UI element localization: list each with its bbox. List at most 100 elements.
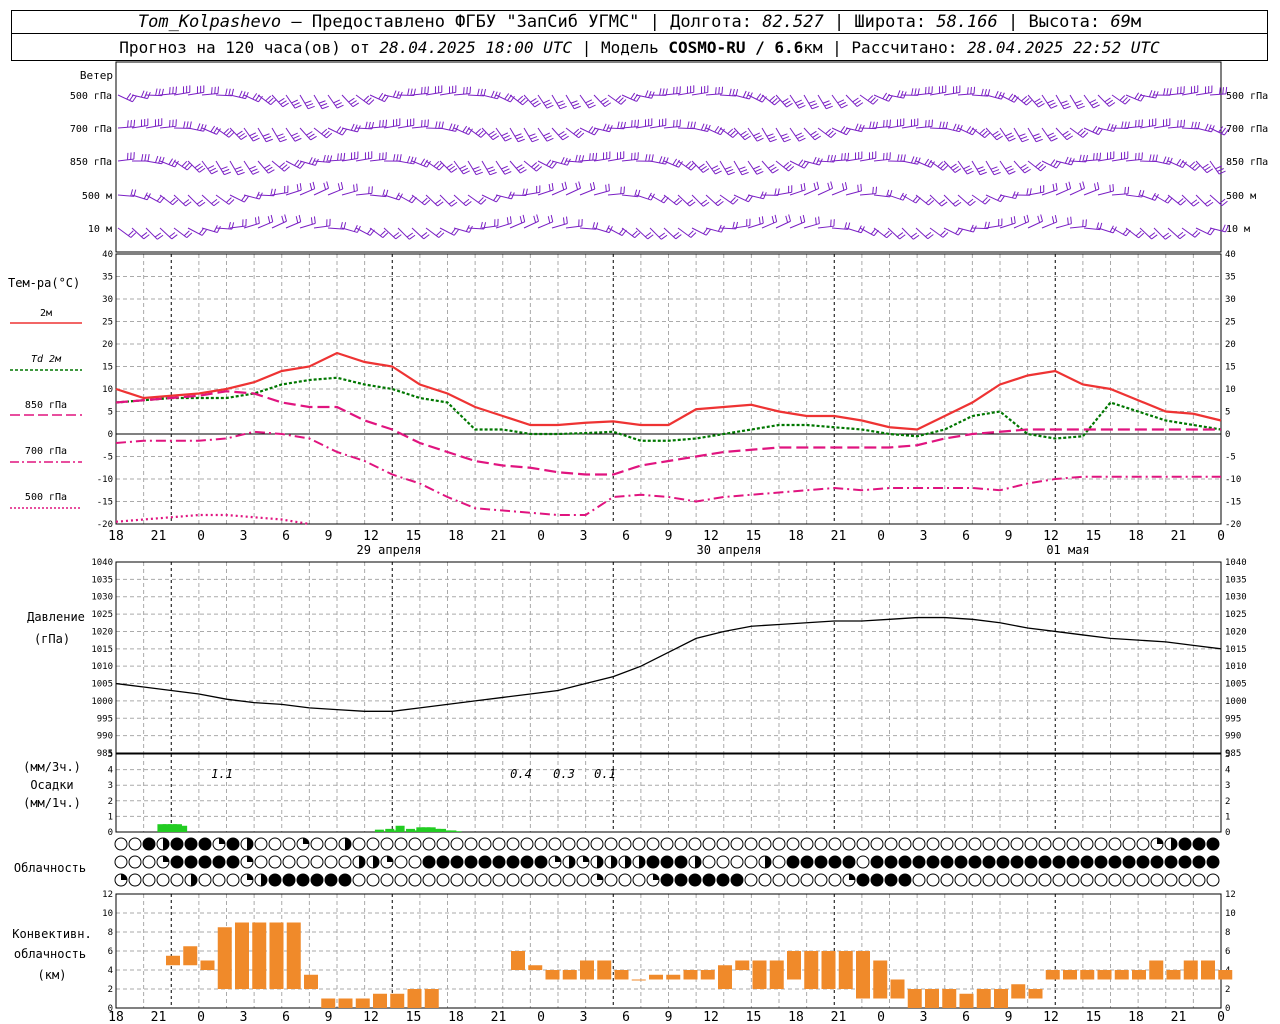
wind-barb-flag: [517, 95, 524, 102]
wind-barb-flag: [1112, 183, 1114, 192]
wind-barb-flag: [155, 88, 158, 96]
wind-barb: [859, 227, 875, 237]
wind-barb-flag: [1221, 127, 1227, 134]
wind-barb: [887, 194, 904, 201]
conv-bar: [994, 989, 1008, 1008]
cloud-cover-fill: [597, 856, 603, 868]
hour-label: 0: [1217, 1010, 1225, 1024]
wind-barb-flag: [1049, 135, 1056, 139]
cloud-cover-symbol: [842, 837, 856, 851]
wind-barb-flag: [126, 93, 132, 100]
wind-barb-flag: [501, 132, 509, 137]
cloud-cover-symbol: [702, 855, 716, 869]
cloud-cover-symbol: [310, 855, 324, 869]
wind-barb-flag: [826, 105, 833, 110]
wind-barb: [1195, 92, 1212, 96]
wind-barb-flag: [830, 132, 837, 138]
wind-barb: [1167, 92, 1184, 96]
hour-label: 18: [108, 1010, 124, 1024]
cloud-cover-symbol: [674, 837, 688, 851]
wind-barb-flag: [424, 86, 426, 94]
wind-barb-flag: [690, 121, 693, 129]
cloud-cover-symbol: [716, 873, 730, 887]
cloud-cover-symbol: [324, 855, 338, 869]
wind-barb-flag: [1035, 138, 1043, 143]
wind-barb-flag: [281, 215, 285, 223]
cloud-cover-symbol: [408, 873, 422, 887]
wind-barb-flag: [1194, 165, 1201, 171]
wind-barb-flag: [225, 88, 228, 96]
conv-tick-right: 12: [1225, 890, 1236, 900]
press-tick-right: 995: [1225, 714, 1241, 724]
cloud-cover-symbol: [632, 837, 646, 851]
wind-barb: [201, 160, 212, 175]
wind-barb-flag: [872, 121, 875, 129]
wind-barb: [327, 227, 344, 230]
wind-barb-flag: [660, 195, 666, 202]
wind-barb: [593, 157, 610, 162]
wind-barb-flag: [1060, 100, 1068, 104]
wind-barb-flag: [249, 132, 257, 137]
wind-barb: [341, 94, 354, 108]
wind-barb-flag: [154, 155, 159, 163]
wind-barb-flag: [452, 124, 456, 131]
wind-barb: [341, 158, 358, 162]
wind-barb-flag: [587, 101, 594, 106]
wind-barb-flag: [1207, 124, 1212, 132]
wind-barb-flag: [169, 87, 171, 95]
wind-barb: [313, 225, 330, 229]
wind-barb: [467, 160, 477, 175]
wind-barb-flag: [954, 168, 962, 174]
wind-barb-flag: [1040, 214, 1043, 222]
cloud-cover-symbol: [1136, 855, 1150, 869]
wind-barb-flag: [1021, 96, 1028, 102]
wind-barb-flag: [132, 95, 137, 103]
wind-barb-flag: [1007, 135, 1014, 140]
cloud-cover-symbol: [1206, 855, 1220, 869]
cloud-cover-fill: [121, 874, 127, 880]
cloud-cover-fill: [373, 856, 379, 868]
wind-barb-flag: [1109, 225, 1114, 233]
cloud-cover-fill: [303, 838, 309, 844]
wind-barb-flag: [715, 170, 722, 175]
wind-barb-flag: [493, 91, 498, 99]
cloud-cover-symbol: [268, 873, 282, 887]
cloud-cover-symbol: [1108, 855, 1122, 869]
cloud-cover-symbol: [156, 873, 170, 887]
wind-barb-flag: [819, 158, 823, 166]
wind-barb-flag: [917, 157, 921, 165]
cloud-cover-symbol: [926, 855, 940, 869]
wind-barb-flag: [252, 93, 258, 100]
cloud-cover-symbol: [772, 873, 786, 887]
wind-barb-flag: [308, 133, 315, 139]
conv-bar: [735, 960, 750, 970]
wind-barb-flag: [147, 154, 150, 162]
wind-barb-flag: [1074, 100, 1082, 104]
wind-barb-flag: [578, 181, 581, 189]
wind-barb: [271, 127, 281, 143]
wind-barb: [1139, 160, 1157, 163]
hour-label: 21: [1171, 529, 1187, 544]
wind-barb-flag: [942, 232, 949, 238]
wind-barb: [565, 160, 582, 163]
wind-barb-flag: [575, 130, 582, 137]
wind-barb-flag: [945, 121, 948, 129]
cloud-cover-symbol: [646, 837, 660, 851]
wind-barb-flag: [608, 183, 610, 191]
wind-barb-flag: [717, 224, 722, 232]
wind-barb-flag: [1222, 87, 1224, 95]
wind-barb-flag: [169, 197, 176, 204]
wind-barb: [397, 124, 414, 129]
wind-level-500m: 500 м: [82, 191, 112, 202]
wind-barb: [663, 194, 677, 206]
wind-barb-flag: [1050, 159, 1056, 166]
wind-barb-flag: [211, 170, 218, 175]
wind-barb: [915, 194, 929, 206]
wind-barb-flag: [144, 91, 148, 99]
wind-barb-flag: [395, 234, 402, 240]
wind-barb-flag: [421, 197, 428, 204]
press-tick-right: 1020: [1225, 627, 1247, 637]
hour-label: 21: [831, 529, 847, 544]
wind-barb-flag: [672, 158, 678, 166]
wind-barb: [229, 194, 245, 203]
